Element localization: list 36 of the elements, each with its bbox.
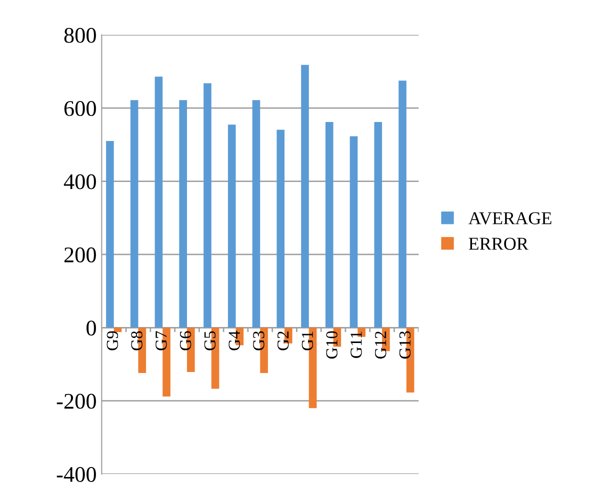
x-tick-label: G13: [399, 331, 411, 359]
x-tick-label: G4: [228, 330, 240, 350]
y-tick-label: 0: [86, 320, 96, 336]
bar: [276, 130, 285, 328]
legend-label: AVERAGE: [468, 212, 552, 224]
y-tick-label: 200: [64, 247, 96, 262]
bar: [398, 80, 406, 328]
x-tick-label: G2: [277, 332, 289, 350]
bar: [374, 122, 382, 328]
y-tick-label: -400: [56, 466, 96, 482]
bar: [114, 328, 122, 332]
x-tick-label: G1: [302, 332, 314, 350]
bar: [228, 124, 236, 328]
bar: [204, 83, 212, 328]
bar: [106, 141, 114, 328]
x-tick-label: G11: [350, 332, 362, 358]
bar: [130, 100, 138, 328]
x-tick-label: G5: [204, 331, 216, 350]
x-tick-label: G12: [375, 332, 386, 359]
y-tick-label: 600: [64, 101, 96, 116]
x-tick-label: G9: [106, 331, 118, 350]
legend-label: ERROR: [468, 238, 528, 250]
y-tick-label: 800: [64, 28, 96, 43]
bar: [252, 100, 260, 328]
x-tick-label: G3: [253, 331, 264, 350]
bar: [325, 122, 334, 328]
bar: [350, 136, 358, 328]
bar: [154, 76, 163, 328]
y-tick-label: -200: [56, 394, 96, 409]
x-tick-label: G7: [156, 331, 167, 350]
x-tick-label: G10: [326, 331, 338, 359]
bar: [179, 100, 187, 328]
x-tick-label: G8: [131, 331, 142, 350]
y-tick-label: 400: [64, 174, 96, 190]
bar: [301, 64, 309, 328]
x-tick-label: G6: [180, 331, 192, 350]
